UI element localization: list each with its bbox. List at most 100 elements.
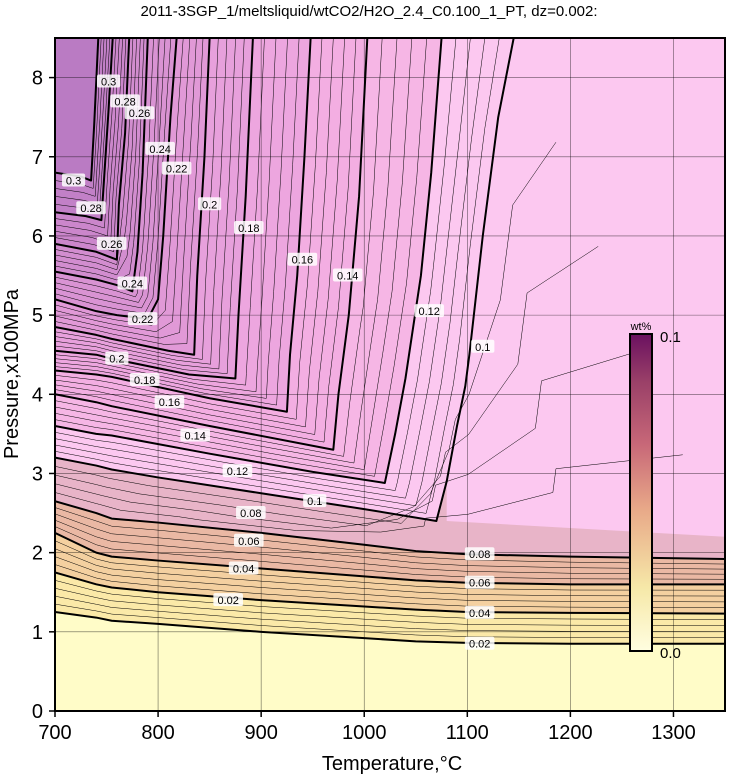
- minor-contour: [55, 142, 557, 524]
- minor-contour: [55, 38, 127, 253]
- x-tick-label: 1200: [548, 722, 593, 744]
- y-axis-label: Pressure,x100MPa: [1, 288, 23, 459]
- contour-label-bg: [222, 464, 253, 478]
- contour-line-0.06: [55, 531, 725, 586]
- minor-contour: [55, 38, 345, 435]
- minor-contour: [55, 540, 725, 591]
- contour-label-bg: [105, 351, 129, 365]
- contour-label-text: 0.12: [418, 306, 439, 318]
- contour-label-bg: [213, 593, 243, 607]
- minor-contour: [55, 513, 725, 570]
- field-band: [55, 612, 725, 711]
- contour-label-bg: [76, 201, 106, 215]
- plot-frame: [54, 37, 726, 712]
- contour-label-bg: [303, 494, 327, 508]
- contour-label-bg: [124, 106, 155, 120]
- contour-label: 0.12: [414, 304, 444, 318]
- y-tick-label: 1: [32, 622, 43, 644]
- contour-label-bg: [464, 547, 495, 561]
- contour-label: 0.16: [287, 252, 318, 267]
- contour-label-bg: [464, 636, 495, 650]
- minor-contour: [55, 38, 197, 339]
- minor-contour: [55, 38, 236, 370]
- contour-label: 0.08: [236, 506, 266, 520]
- y-tick-label: 3: [32, 463, 43, 485]
- contour-label: 0.06: [233, 533, 264, 548]
- contour-label-bg: [161, 161, 192, 175]
- contour-label: 0.28: [76, 201, 106, 215]
- contour-label-bg: [414, 304, 444, 318]
- y-tick-label: 8: [32, 68, 43, 90]
- contour-label-bg: [332, 268, 363, 282]
- contour-label-bg: [464, 605, 495, 619]
- x-tick-label: 900: [244, 722, 277, 744]
- x-axis-ticks: 700 800 900 1000 1100 1200 1300: [38, 711, 696, 744]
- contour-label-bg: [198, 197, 222, 211]
- contour-line-0.12: [55, 38, 443, 484]
- minor-contour: [55, 595, 725, 632]
- contour-line-0.24: [55, 38, 149, 293]
- contour-label: 0.24: [117, 276, 148, 290]
- minor-contour: [55, 38, 105, 197]
- minor-contour: [55, 580, 725, 620]
- minor-contour: [55, 38, 398, 464]
- contour-line-0.14: [55, 38, 369, 451]
- y-tick-label: 0: [32, 701, 43, 723]
- contour-label-bg: [464, 575, 495, 589]
- contour-line-0.18: [55, 38, 254, 380]
- contour-label: 0.3: [61, 173, 86, 188]
- contour-label-bg: [236, 506, 266, 520]
- minor-contour: [55, 556, 725, 603]
- contour-label: 0.3: [97, 74, 121, 89]
- contour-label: 0.1: [471, 339, 495, 354]
- contour-label-bg: [233, 221, 264, 235]
- contour-label-text: 0.16: [292, 255, 313, 267]
- contour-label: 0.02: [213, 593, 243, 607]
- colorbar: wt% 0.1 0.0: [629, 321, 681, 662]
- y-tick-label: 7: [32, 147, 43, 169]
- contour-label-bg: [154, 395, 185, 409]
- contour-label-bg: [97, 74, 121, 88]
- contour-label-bg: [129, 373, 160, 387]
- x-axis-label: Temperature,°C: [322, 753, 462, 775]
- minor-contour: [55, 588, 725, 626]
- contour-label-bg: [117, 276, 148, 290]
- contour-label-text: 0.06: [238, 536, 259, 548]
- y-tick-label: 4: [32, 384, 43, 406]
- x-tick-label: 800: [141, 722, 174, 744]
- contour-label-text: 0.22: [132, 314, 153, 326]
- contour-label: 0.28: [110, 94, 140, 108]
- contour-line-0.08: [55, 500, 725, 560]
- contour-label-bg: [287, 252, 318, 266]
- contour-label-bg: [228, 561, 259, 575]
- contour-label: 0.2: [198, 197, 222, 211]
- contour-label-text: 0.26: [129, 108, 150, 120]
- colorbar-min-label: 0.0: [660, 645, 681, 662]
- minor-contour: [55, 38, 108, 205]
- contour-label-text: 0.12: [227, 466, 248, 478]
- x-tick-label: 1300: [651, 722, 696, 744]
- contour-label: 0.22: [161, 161, 192, 176]
- contour-label-bg: [127, 312, 158, 326]
- chart-title: 2011-3SGP_1/meltsliquid/wtCO2/H2O_2.4_C0…: [140, 3, 597, 20]
- contour-line-0.02: [55, 611, 725, 645]
- contour-label-bg: [233, 533, 264, 547]
- contour-label-bg: [471, 339, 495, 353]
- contour-label-text: 0.04: [469, 608, 490, 620]
- contour-line-0.2: [55, 38, 211, 356]
- x-tick-label: 700: [38, 722, 71, 744]
- contour-label: 0.14: [332, 268, 363, 283]
- minor-contour: [55, 38, 134, 266]
- contour-label-text: 0.24: [122, 278, 143, 290]
- minor-contour: [55, 38, 277, 393]
- minor-contour: [55, 548, 725, 597]
- y-tick-label: 2: [32, 543, 43, 565]
- contour-label: 0.04: [464, 605, 495, 620]
- contour-label-text: 0.26: [101, 239, 122, 251]
- contour-label-text: 0.1: [307, 496, 322, 508]
- minor-contour: [55, 38, 184, 326]
- contour-label: 0.08: [464, 547, 495, 561]
- contour-label-text: 0.2: [202, 199, 217, 211]
- minor-contour: [55, 38, 383, 457]
- contour-label-bg: [180, 428, 210, 442]
